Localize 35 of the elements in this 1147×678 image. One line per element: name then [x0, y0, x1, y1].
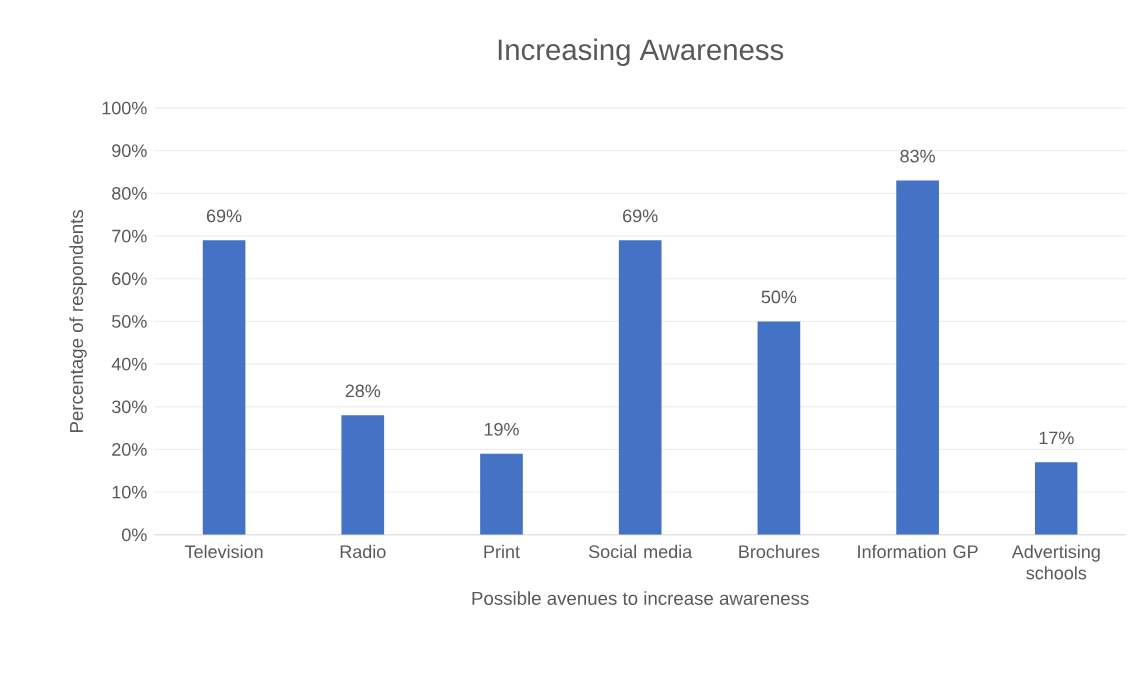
y-tick-label: 0%: [122, 528, 147, 542]
y-tick-label: 90%: [112, 144, 147, 158]
y-tick-label: 50%: [112, 315, 147, 329]
data-label: 69%: [206, 209, 242, 223]
x-tick-label: Television: [184, 545, 263, 559]
y-tick-label: 100%: [102, 101, 147, 115]
y-axis-title: Percentage of respondents: [69, 210, 87, 433]
bar: [1034, 462, 1078, 536]
y-tick-label: 80%: [112, 187, 147, 200]
data-label: 17%: [1039, 431, 1074, 445]
x-tick-label: Social media: [588, 545, 693, 559]
x-tick-label: Information GP: [858, 545, 978, 559]
data-label: 69%: [623, 209, 658, 223]
data-label: 50%: [761, 290, 797, 304]
bar: [480, 453, 523, 536]
y-tick-label: 70%: [112, 229, 147, 243]
y-tick-label: 20%: [112, 443, 147, 457]
data-label: 19%: [484, 423, 519, 436]
data-label: 83%: [900, 150, 935, 163]
y-tick-label: 10%: [112, 485, 147, 499]
data-label: 28%: [345, 384, 381, 398]
x-tick-label: Radio: [340, 545, 386, 559]
x-tick-label: Brochures: [739, 545, 820, 559]
y-tick-label: 40%: [111, 357, 147, 371]
bar: [896, 180, 939, 536]
chart-title: Increasing Awareness: [498, 38, 784, 67]
bar: [202, 240, 246, 536]
y-tick-label: 30%: [111, 400, 147, 414]
x-axis-title: Possible avenues to increase awareness: [472, 591, 809, 606]
y-tick-label: 60%: [112, 272, 147, 286]
x-tick-label: Advertising schools: [1011, 545, 1100, 580]
bar: [757, 321, 801, 536]
bar: [618, 240, 662, 536]
bar: [341, 415, 385, 536]
x-tick-label: Print: [484, 545, 520, 559]
